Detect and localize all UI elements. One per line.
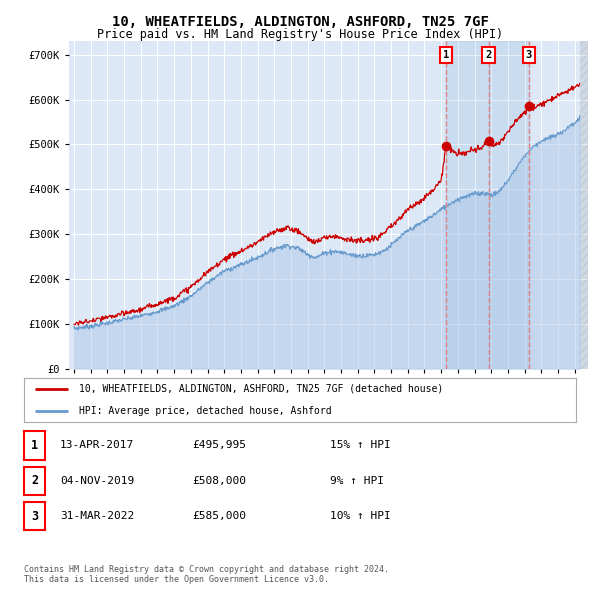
Text: 2: 2 (31, 474, 38, 487)
Text: £495,995: £495,995 (192, 441, 246, 450)
Text: 10, WHEATFIELDS, ALDINGTON, ASHFORD, TN25 7GF (detached house): 10, WHEATFIELDS, ALDINGTON, ASHFORD, TN2… (79, 384, 443, 394)
Text: 15% ↑ HPI: 15% ↑ HPI (330, 441, 391, 450)
Text: 1: 1 (31, 439, 38, 452)
Bar (488, 41, 529, 369)
Text: 3: 3 (31, 510, 38, 523)
Text: Price paid vs. HM Land Registry's House Price Index (HPI): Price paid vs. HM Land Registry's House … (97, 28, 503, 41)
Text: 10% ↑ HPI: 10% ↑ HPI (330, 512, 391, 521)
Text: 31-MAR-2022: 31-MAR-2022 (60, 512, 134, 521)
Text: HPI: Average price, detached house, Ashford: HPI: Average price, detached house, Ashf… (79, 406, 332, 416)
Text: 9% ↑ HPI: 9% ↑ HPI (330, 476, 384, 486)
Text: Contains HM Land Registry data © Crown copyright and database right 2024.
This d: Contains HM Land Registry data © Crown c… (24, 565, 389, 584)
Bar (446, 41, 488, 369)
Text: £585,000: £585,000 (192, 512, 246, 521)
Text: 3: 3 (526, 50, 532, 60)
Text: 13-APR-2017: 13-APR-2017 (60, 441, 134, 450)
Text: 1: 1 (443, 50, 449, 60)
Text: 10, WHEATFIELDS, ALDINGTON, ASHFORD, TN25 7GF: 10, WHEATFIELDS, ALDINGTON, ASHFORD, TN2… (112, 15, 488, 29)
Text: 2: 2 (485, 50, 491, 60)
Text: £508,000: £508,000 (192, 476, 246, 486)
Text: 04-NOV-2019: 04-NOV-2019 (60, 476, 134, 486)
